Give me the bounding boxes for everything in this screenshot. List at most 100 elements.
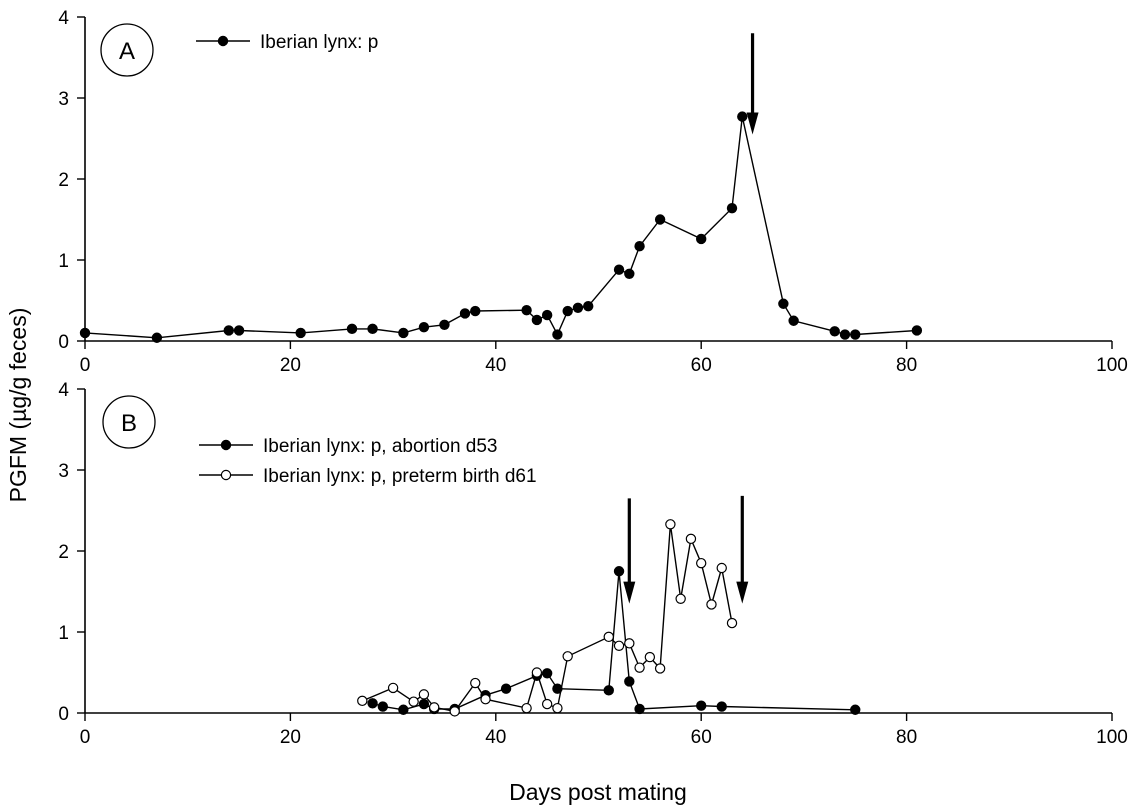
data-point (737, 111, 748, 122)
data-point (726, 617, 738, 629)
data-point (398, 327, 409, 339)
data-point (418, 698, 430, 710)
x-tick-label: 20 (280, 727, 301, 748)
arrow-head (736, 581, 749, 604)
data-point (459, 308, 471, 319)
data-point (624, 676, 635, 687)
y-tick-label: 3 (58, 89, 69, 110)
data-point (572, 302, 584, 313)
legend-label: Iberian lynx: p, preterm birth d61 (263, 466, 537, 487)
data-point (541, 668, 553, 679)
data-point (685, 533, 697, 545)
x-tick-label: 40 (485, 727, 506, 748)
x-tick-label: 100 (1096, 355, 1128, 376)
data-point (398, 704, 409, 715)
legend-label: Iberian lynx: p, abortion d53 (263, 436, 498, 457)
data-point (839, 329, 851, 340)
data-point (634, 241, 645, 252)
data-point (418, 322, 430, 333)
arrow-head (623, 581, 636, 604)
y-tick-label: 1 (58, 623, 69, 644)
data-point (716, 701, 727, 712)
data-point (696, 557, 707, 569)
x-tick-label: 60 (691, 727, 712, 748)
y-tick-label: 2 (58, 542, 69, 563)
panel-label: A (119, 38, 135, 65)
data-point (521, 305, 532, 316)
data-point (367, 698, 378, 709)
data-point (696, 700, 707, 711)
y-tick-label: 2 (58, 170, 69, 191)
data-point (562, 651, 573, 662)
data-point (696, 233, 707, 245)
series-line (84, 116, 917, 339)
data-point (613, 264, 625, 275)
data-point (151, 332, 163, 343)
x-tick-label: 0 (80, 355, 91, 376)
data-point (634, 703, 645, 715)
legend-marker (217, 35, 229, 47)
data-point (654, 214, 666, 225)
data-point (552, 683, 563, 694)
data-point (541, 698, 553, 710)
data-point (346, 323, 358, 335)
data-point (233, 325, 245, 336)
panel-label-circle (102, 395, 156, 449)
data-point (418, 689, 430, 700)
data-point (624, 638, 635, 649)
data-point (531, 667, 543, 678)
data-point (603, 631, 614, 643)
data-point (644, 651, 656, 663)
data-point (408, 696, 419, 707)
data-point (634, 662, 645, 673)
x-tick-label: 0 (80, 727, 91, 748)
panel-label: B (121, 410, 137, 437)
data-point (850, 704, 861, 715)
y-tick-label: 3 (58, 461, 69, 482)
x-tick-label: 80 (896, 727, 917, 748)
data-point (829, 326, 840, 337)
y-tick-label: 1 (58, 251, 69, 272)
x-tick-label: 20 (280, 355, 301, 376)
data-point (367, 323, 378, 335)
data-point (613, 640, 625, 651)
data-point (850, 329, 861, 340)
data-point (603, 685, 614, 696)
data-point (624, 268, 635, 279)
data-point (665, 519, 676, 530)
legend-label: Iberian lynx: p (260, 32, 378, 53)
arrow-head (746, 112, 759, 135)
y-tick-label: 4 (58, 8, 69, 29)
x-tick-label: 40 (485, 355, 506, 376)
x-tick-label: 60 (691, 355, 712, 376)
data-point (521, 702, 532, 714)
data-point (449, 706, 460, 717)
data-point (675, 593, 686, 604)
data-point (552, 329, 563, 340)
data-point (706, 599, 717, 610)
data-point (470, 305, 481, 317)
y-tick-label: 0 (58, 332, 69, 353)
data-point (788, 315, 799, 326)
legend-marker (220, 439, 232, 451)
x-axis-label: Days post mating (509, 779, 687, 805)
data-point (439, 319, 450, 330)
data-point (79, 327, 91, 339)
data-point (428, 702, 440, 713)
data-point (531, 314, 543, 326)
data-point (377, 701, 389, 712)
panel-label-circle (100, 23, 154, 77)
x-tick-label: 80 (896, 355, 917, 376)
data-point (654, 663, 666, 674)
data-point (223, 325, 234, 336)
x-tick-label: 100 (1096, 727, 1128, 748)
data-point (583, 300, 594, 312)
data-point (778, 298, 789, 309)
y-tick-label: 0 (58, 704, 69, 725)
data-point (295, 327, 306, 339)
legend-marker (220, 469, 232, 481)
data-point (911, 325, 923, 336)
data-point (552, 702, 563, 714)
